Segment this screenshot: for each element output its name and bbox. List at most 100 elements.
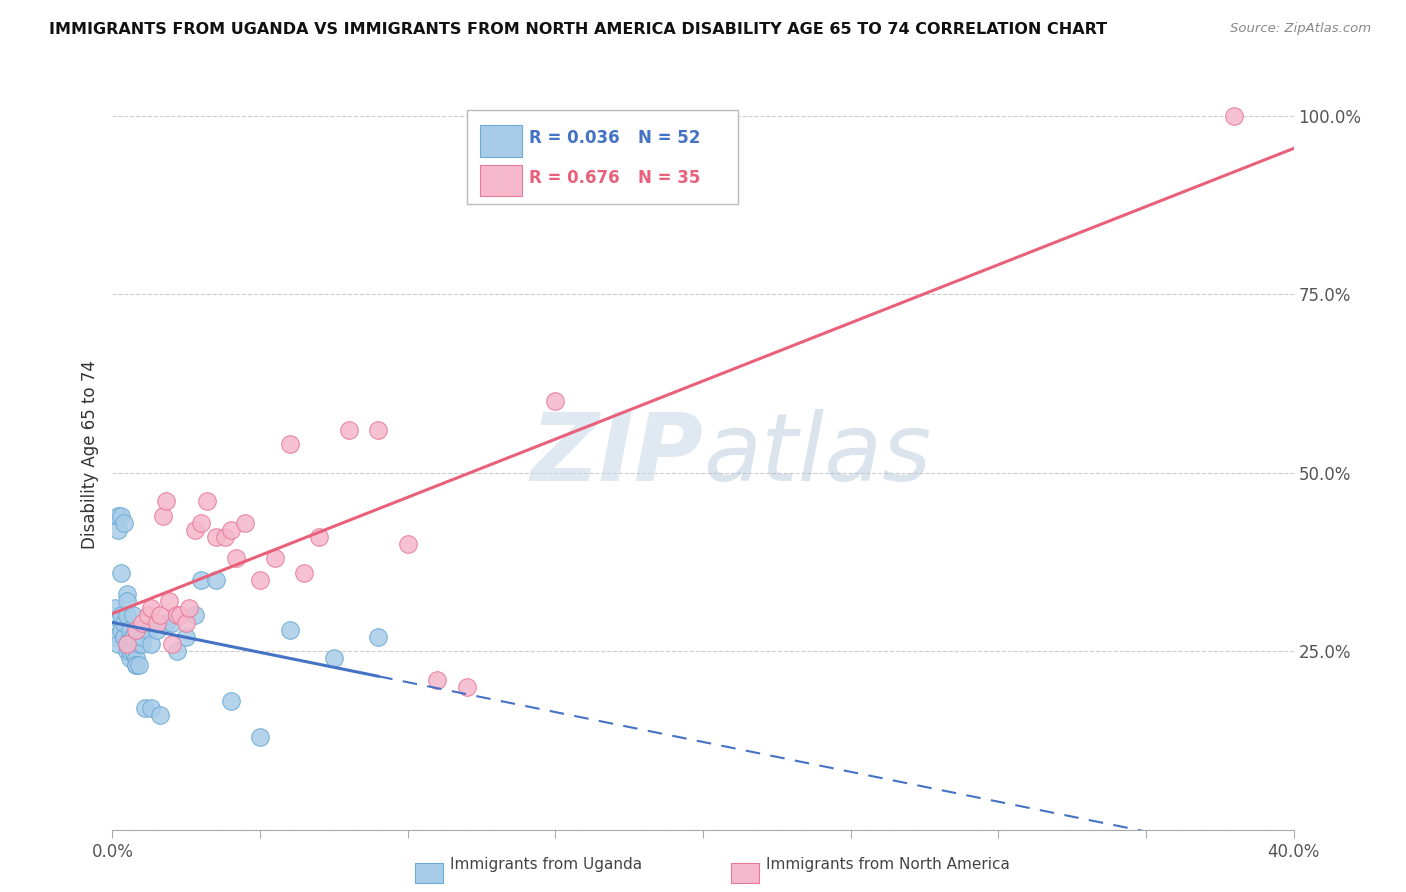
Point <box>160 615 183 630</box>
Point <box>125 658 148 673</box>
Point <box>139 601 162 615</box>
Point <box>110 608 132 623</box>
Point <box>104 601 127 615</box>
Point <box>117 637 138 651</box>
Point <box>146 615 169 630</box>
Point <box>146 623 169 637</box>
Point <box>117 587 138 601</box>
Point <box>104 630 127 644</box>
Point <box>456 680 478 694</box>
Text: Immigrants from North America: Immigrants from North America <box>766 857 1010 872</box>
Point <box>152 508 174 523</box>
Point <box>122 608 145 623</box>
Point <box>131 615 153 630</box>
Point <box>155 494 177 508</box>
Point <box>110 615 132 630</box>
Point <box>323 651 346 665</box>
FancyBboxPatch shape <box>479 125 522 157</box>
Point <box>367 630 389 644</box>
Text: atlas: atlas <box>703 409 931 500</box>
Point <box>396 537 419 551</box>
Point <box>110 508 132 523</box>
Point <box>233 516 256 530</box>
Point <box>128 658 150 673</box>
Point <box>184 608 207 623</box>
Point <box>128 637 150 651</box>
Point <box>160 637 183 651</box>
Point <box>166 644 188 658</box>
Point <box>195 494 218 508</box>
Point <box>122 644 145 658</box>
Point <box>174 630 197 644</box>
Point <box>205 530 228 544</box>
Y-axis label: Disability Age 65 to 74: Disability Age 65 to 74 <box>80 360 98 549</box>
Point <box>120 644 142 658</box>
Point <box>120 623 142 637</box>
Point <box>112 615 135 630</box>
FancyBboxPatch shape <box>479 165 522 196</box>
Point <box>110 566 132 580</box>
Point <box>131 637 153 651</box>
Point <box>107 508 129 523</box>
Point <box>149 708 172 723</box>
Point <box>249 730 271 744</box>
Point <box>219 694 242 708</box>
Point <box>278 623 301 637</box>
Point <box>110 623 132 637</box>
Point <box>249 573 271 587</box>
Point <box>112 516 135 530</box>
Point <box>117 644 138 658</box>
Point <box>112 630 135 644</box>
Point <box>157 594 180 608</box>
FancyBboxPatch shape <box>467 111 738 204</box>
Point <box>117 608 138 623</box>
Point <box>120 630 142 644</box>
Point <box>134 701 156 715</box>
Point <box>337 423 360 437</box>
Point <box>544 394 567 409</box>
Point <box>122 630 145 644</box>
Point <box>190 516 212 530</box>
Point <box>107 523 129 537</box>
Point <box>219 523 242 537</box>
Point <box>131 630 153 644</box>
Point <box>125 623 148 637</box>
Text: R = 0.676: R = 0.676 <box>530 169 620 186</box>
Point <box>179 601 201 615</box>
Point <box>426 673 449 687</box>
Text: N = 52: N = 52 <box>638 129 700 147</box>
Text: N = 35: N = 35 <box>638 169 700 186</box>
Text: Immigrants from Uganda: Immigrants from Uganda <box>450 857 643 872</box>
Text: R = 0.036: R = 0.036 <box>530 129 620 147</box>
Text: Source: ZipAtlas.com: Source: ZipAtlas.com <box>1230 22 1371 36</box>
Point <box>155 615 177 630</box>
Point <box>292 566 315 580</box>
Point <box>139 701 162 715</box>
Point <box>122 630 145 644</box>
Point <box>149 608 172 623</box>
Point <box>107 637 129 651</box>
Text: ZIP: ZIP <box>530 409 703 501</box>
Point <box>264 551 287 566</box>
Point <box>117 594 138 608</box>
Point <box>190 573 212 587</box>
Point <box>174 615 197 630</box>
Point <box>125 651 148 665</box>
Point <box>166 608 188 623</box>
Point <box>205 573 228 587</box>
Text: IMMIGRANTS FROM UGANDA VS IMMIGRANTS FROM NORTH AMERICA DISABILITY AGE 65 TO 74 : IMMIGRANTS FROM UGANDA VS IMMIGRANTS FRO… <box>49 22 1108 37</box>
Point <box>1223 109 1246 123</box>
Point <box>139 637 162 651</box>
Point <box>117 637 138 651</box>
Point <box>125 658 148 673</box>
Point <box>136 608 159 623</box>
Point <box>214 530 236 544</box>
Point <box>112 630 135 644</box>
Point <box>367 423 389 437</box>
Point <box>184 523 207 537</box>
Point <box>169 608 191 623</box>
Point <box>120 651 142 665</box>
Point <box>308 530 330 544</box>
Point <box>278 437 301 451</box>
Point <box>136 623 159 637</box>
